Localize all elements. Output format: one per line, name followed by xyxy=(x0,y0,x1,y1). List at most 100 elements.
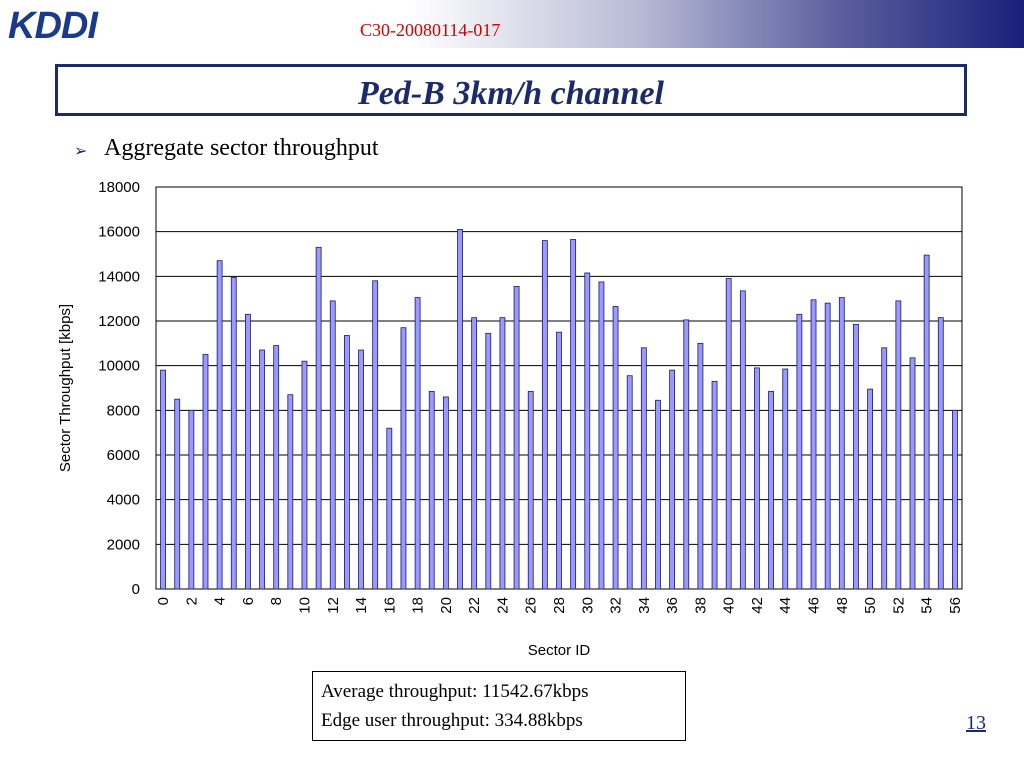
x-tick-label: 32 xyxy=(608,597,625,614)
bar-sector-39 xyxy=(711,380,718,590)
bar-sector-29 xyxy=(570,239,577,590)
header-bar: KDDI C30-20080114-017 xyxy=(0,0,1024,48)
bar-sector-11 xyxy=(315,246,322,590)
y-tick-label: 14000 xyxy=(98,268,140,285)
bar-sector-38 xyxy=(697,342,704,590)
x-tick-label: 28 xyxy=(551,597,568,614)
document-id: C30-20080114-017 xyxy=(360,20,501,40)
bar-sector-49 xyxy=(853,323,859,590)
bar-sector-46 xyxy=(810,299,817,590)
x-tick-label: 22 xyxy=(466,597,483,614)
x-tick-label: 10 xyxy=(296,597,313,614)
bar-sector-28 xyxy=(556,331,562,590)
x-tick-label: 46 xyxy=(806,597,823,614)
bar-sector-23 xyxy=(485,332,492,590)
x-tick-label: 48 xyxy=(834,597,851,614)
x-tick-label: 4 xyxy=(212,597,229,605)
bar-sector-4 xyxy=(216,260,223,590)
bar-sector-51 xyxy=(881,347,888,590)
x-tick-label: 56 xyxy=(947,597,964,614)
bar-sector-20 xyxy=(442,396,449,590)
y-tick-label: 12000 xyxy=(98,313,140,330)
bar-sector-5 xyxy=(230,277,237,590)
x-tick-label: 24 xyxy=(494,597,511,614)
x-tick-label: 52 xyxy=(890,597,907,614)
bar-sector-47 xyxy=(824,302,831,590)
bar-sector-14 xyxy=(358,349,364,590)
bar-sector-41 xyxy=(739,290,746,590)
x-tick-label: 12 xyxy=(325,597,342,614)
bar-sector-40 xyxy=(725,278,732,590)
bullet-text: Aggregate sector throughput xyxy=(104,135,379,161)
bar-sector-30 xyxy=(584,272,591,590)
bar-sector-6 xyxy=(245,313,251,590)
x-tick-label: 50 xyxy=(862,597,879,614)
x-tick-label: 26 xyxy=(523,597,540,614)
x-tick-label: 38 xyxy=(692,597,709,614)
x-tick-label: 2 xyxy=(183,597,200,605)
bar-sector-55 xyxy=(937,317,944,590)
x-tick-label: 54 xyxy=(919,597,936,614)
page-number[interactable]: 13 xyxy=(966,712,986,734)
x-tick-label: 34 xyxy=(636,597,653,614)
bar-sector-36 xyxy=(669,369,676,590)
bar-sector-15 xyxy=(372,280,379,590)
bar-sector-43 xyxy=(768,390,775,590)
bar-sector-25 xyxy=(513,285,520,590)
y-tick-label: 2000 xyxy=(107,536,140,553)
arrow-bullet-icon: ➢ xyxy=(74,143,88,160)
edge-throughput-text: Edge user throughput: 334.88kbps xyxy=(321,710,583,731)
y-tick-label: 0 xyxy=(132,581,140,598)
bar-sector-24 xyxy=(499,317,506,590)
x-tick-label: 6 xyxy=(240,597,257,605)
x-tick-label: 18 xyxy=(410,597,427,614)
bar-sector-26 xyxy=(527,390,534,590)
bar-sector-1 xyxy=(174,398,181,590)
x-tick-label: 14 xyxy=(353,597,370,614)
y-tick-labels: 0 2000 4000 6000 8000 10000 12000 14000 16000 180… xyxy=(98,179,140,598)
bar-sector-48 xyxy=(838,297,845,590)
bar-sector-52 xyxy=(895,300,902,590)
x-tick-label: 42 xyxy=(749,597,766,614)
bar-sector-50 xyxy=(867,388,873,590)
y-tick-label: 16000 xyxy=(98,224,140,241)
x-tick-label: 36 xyxy=(664,597,681,614)
bar-sector-3 xyxy=(202,354,209,590)
x-tick-label: 44 xyxy=(777,597,794,614)
bar-sector-34 xyxy=(640,347,647,590)
bar-sector-16 xyxy=(386,427,393,590)
kddi-logo: KDDI xyxy=(8,5,100,46)
bar-sector-19 xyxy=(428,390,435,590)
bar-sector-17 xyxy=(400,327,407,590)
summary-box: Average throughput: 11542.67kbps Edge us… xyxy=(312,671,686,741)
bars xyxy=(160,229,958,590)
bar-sector-2 xyxy=(188,409,195,590)
svg-text:KDDI: KDDI xyxy=(8,5,99,46)
y-tick-label: 18000 xyxy=(98,179,140,196)
bar-sector-33 xyxy=(626,375,633,590)
x-tick-labels: 0 2 4 6 8 10 12 14 16 18 20 22 24 26 28 30 32 34 36 38 40 42 4… xyxy=(155,597,964,614)
bar-sector-21 xyxy=(457,229,463,590)
bar-sector-22 xyxy=(471,317,478,590)
slide-title: Ped-B 3km/h channel xyxy=(357,75,665,112)
bar-sector-18 xyxy=(414,297,421,590)
y-tick-label: 8000 xyxy=(107,402,140,419)
bar-sector-53 xyxy=(909,357,916,590)
bar-sector-35 xyxy=(655,399,661,590)
y-tick-label: 10000 xyxy=(98,358,140,375)
bar-sector-9 xyxy=(287,394,294,590)
x-tick-label: 0 xyxy=(155,597,172,605)
x-tick-label: 16 xyxy=(381,597,398,614)
y-tick-label: 6000 xyxy=(107,447,140,464)
bar-sector-37 xyxy=(683,319,690,590)
bar-sector-8 xyxy=(273,345,280,590)
bar-sector-31 xyxy=(598,281,605,590)
x-tick-label: 30 xyxy=(579,597,596,614)
x-tick-label: 20 xyxy=(438,597,455,614)
bar-sector-13 xyxy=(343,335,350,590)
average-throughput-text: Average throughput: 11542.67kbps xyxy=(321,681,589,702)
bar-sector-56 xyxy=(952,409,958,590)
bar-sector-7 xyxy=(259,349,265,590)
bar-sector-42 xyxy=(754,367,760,590)
